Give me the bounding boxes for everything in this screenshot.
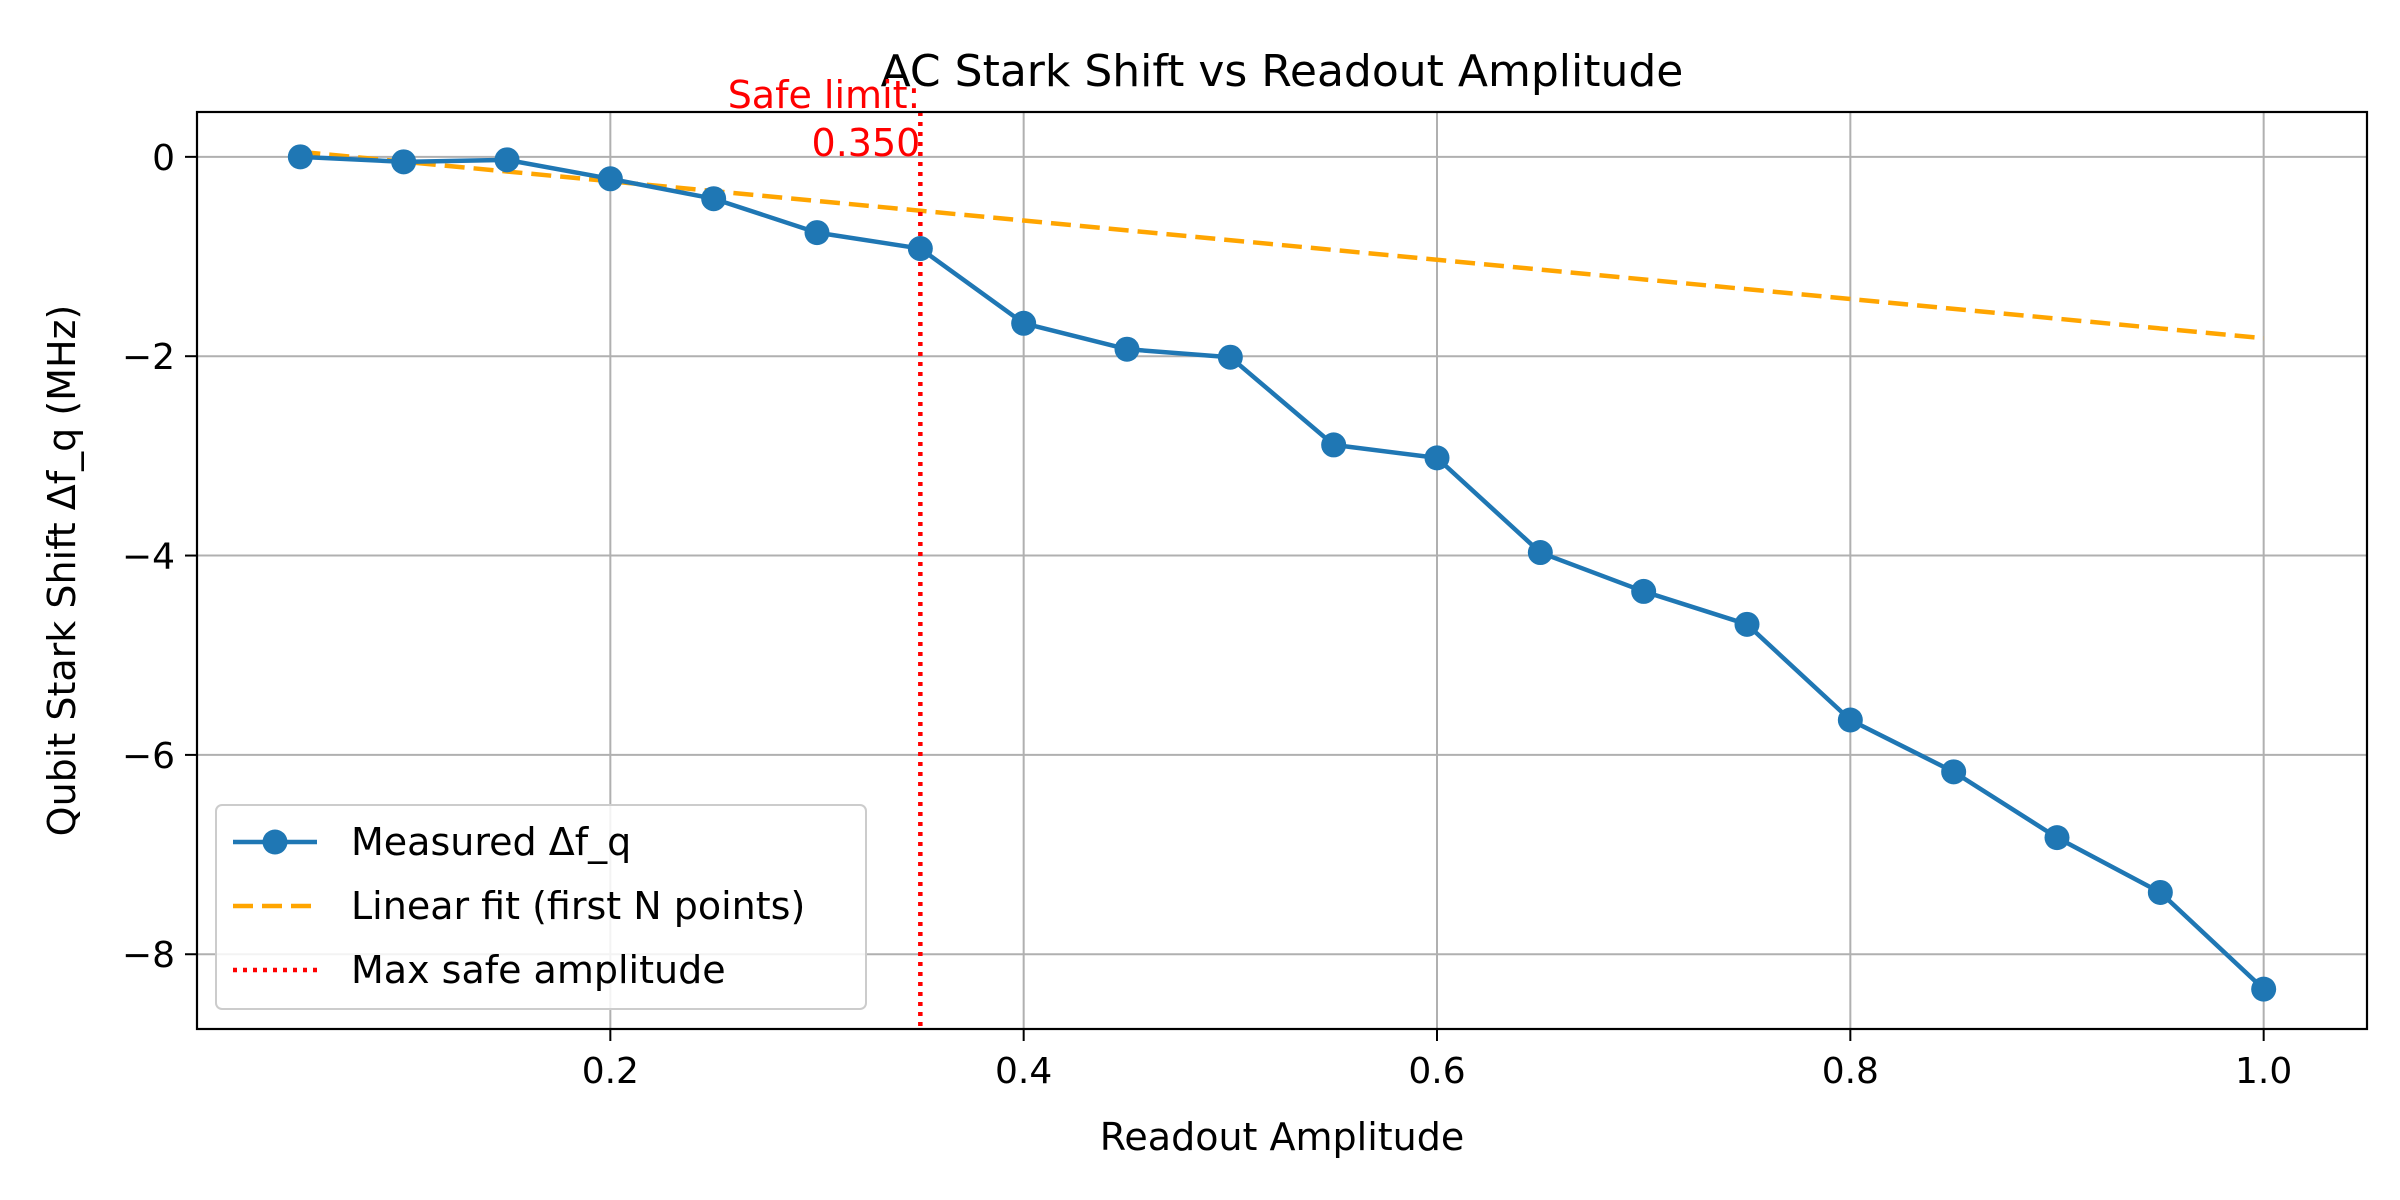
measured-point [597, 166, 623, 192]
grid-lines [197, 112, 2367, 1029]
measured-point [391, 149, 417, 175]
measured-point [494, 147, 520, 173]
y-tick-label: −6 [122, 736, 175, 777]
y-tick-label: −8 [122, 935, 175, 976]
legend-label: Measured Δf_q [351, 820, 631, 864]
legend-label: Max safe amplitude [351, 948, 726, 992]
safe-limit-label: Safe limit: [728, 73, 921, 117]
x-tick-label: 0.4 [995, 1051, 1052, 1092]
measured-point [2044, 825, 2070, 851]
measured-point [1527, 540, 1553, 566]
legend-marker [262, 829, 288, 855]
plot-frame [195, 110, 2369, 1031]
measured-point [1837, 707, 1863, 733]
y-tick-label: −4 [122, 537, 175, 578]
y-axis-label: Qubit Stark Shift Δf_q (MHz) [40, 305, 84, 837]
measured-point [1941, 759, 1967, 785]
measured-point [701, 186, 727, 212]
measured-point [804, 220, 830, 246]
measured-point [1424, 445, 1450, 471]
x-tick-label: 1.0 [2235, 1051, 2292, 1092]
measured-point [1631, 578, 1657, 604]
legend-label: Linear fit (first N points) [351, 884, 805, 928]
measured-point [1011, 310, 1037, 336]
legend: Measured Δf_q Linear fit (first N points)… [215, 804, 867, 1010]
measured-point [1734, 611, 1760, 637]
chart-title: AC Stark Shift vs Readout Amplitude [881, 46, 1684, 97]
axis-ticks: 0.2 0.4 0.6 0.8 1.0 0 −2 −4 −6 −8 [122, 138, 2292, 1092]
measured-point [2147, 879, 2173, 905]
y-tick-label: −2 [122, 337, 175, 378]
safe-limit-value: 0.350 [812, 121, 921, 165]
x-tick-label: 0.8 [1822, 1051, 1879, 1092]
measured-point [2251, 976, 2277, 1002]
measured-point [1321, 432, 1347, 458]
safe-limit-annotation: Safe limit: 0.350 [728, 73, 921, 165]
measured-point [1217, 344, 1243, 370]
measured-point [907, 236, 933, 262]
x-tick-label: 0.6 [1408, 1051, 1465, 1092]
measured-point [1114, 336, 1140, 362]
measured-line [300, 154, 2266, 991]
legend-box [215, 804, 867, 1010]
y-tick-label: 0 [152, 138, 175, 179]
series-layer [287, 112, 2277, 1029]
measured-point [287, 144, 313, 170]
x-tick-label: 0.2 [582, 1051, 639, 1092]
x-axis-label: Readout Amplitude [1100, 1115, 1465, 1159]
